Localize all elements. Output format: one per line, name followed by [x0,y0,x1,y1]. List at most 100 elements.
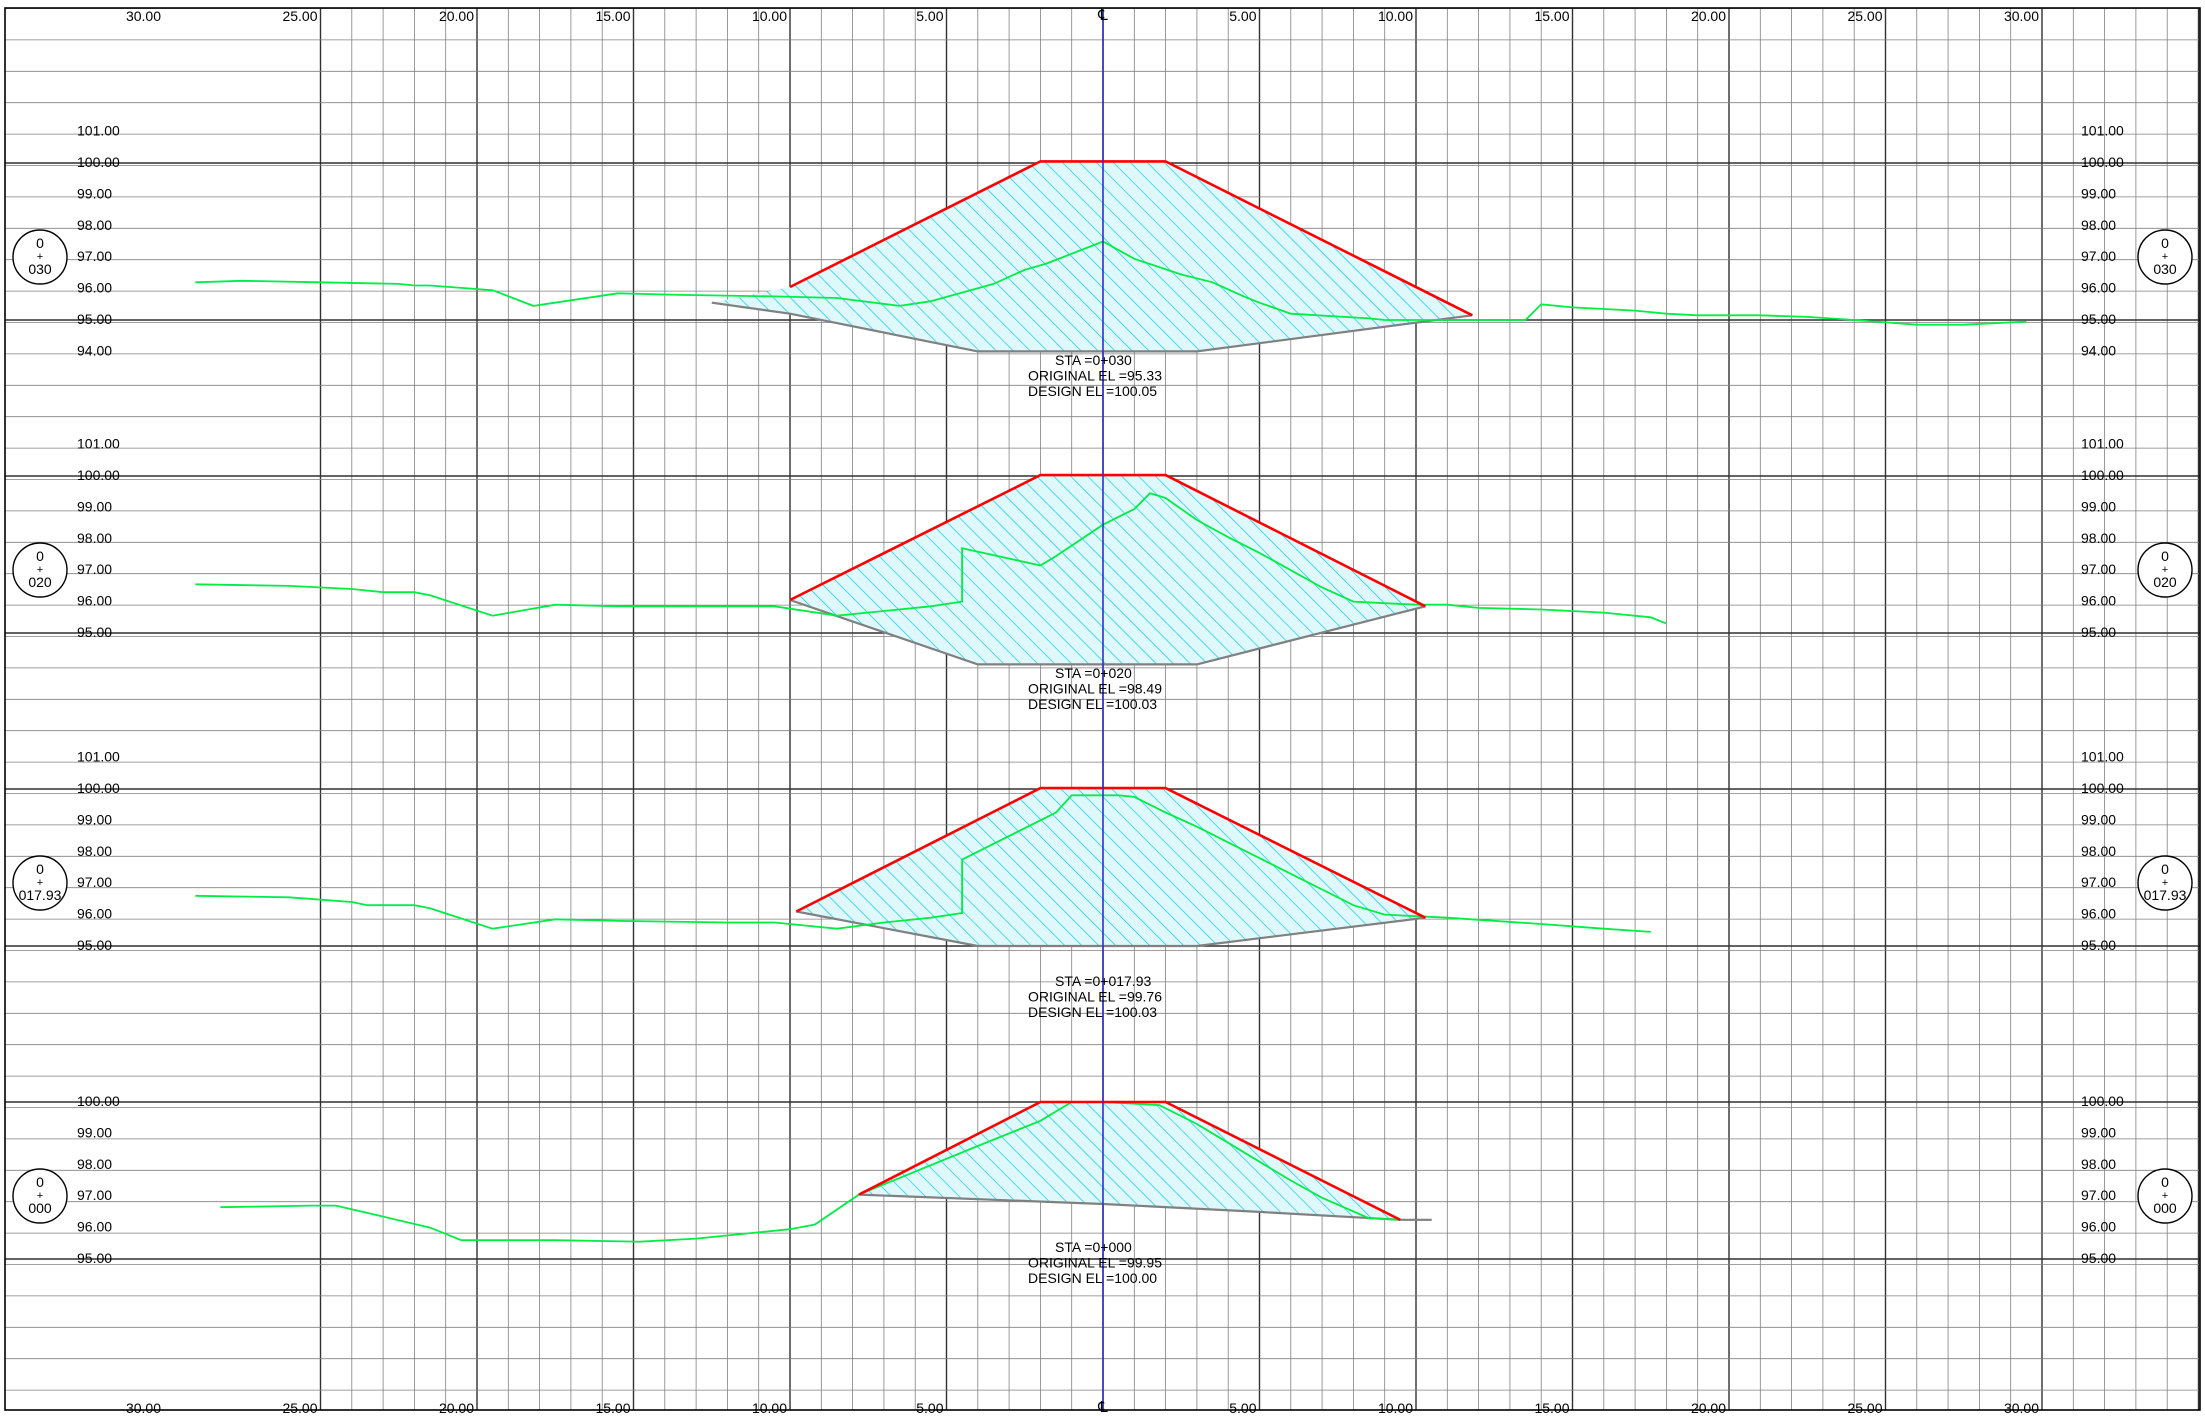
elevation-label-right: 97.00 [2081,248,2116,264]
station-bubble: 0+030 [2137,229,2193,285]
bottom-offset-label: 15.00 [595,1400,630,1416]
top-offset-label: 20.00 [439,8,474,24]
subgrade-line [789,598,1426,666]
fill-area-hatch [711,161,1473,352]
top-offset-label: 15.00 [595,8,630,24]
elevation-label-right: 100.00 [2081,154,2124,170]
bottom-offset-label: 25.00 [1847,1400,1882,1416]
elevation-label-left: 100.00 [77,780,120,796]
elevation-label-right: 97.00 [2081,874,2116,890]
original-elevation-text: ORIGINAL EL =98.49 [1028,681,1162,697]
elevation-label-left: 98.00 [77,843,112,859]
original-ground-line [195,240,2027,326]
bottom-offset-label: 10.00 [752,1400,787,1416]
elevation-label-right: 97.00 [2081,561,2116,577]
elevation-label-left: 100.00 [77,467,120,483]
station-number-top: 0 [36,235,44,251]
station-number-bottom: 000 [28,1200,52,1216]
station-number-bottom: 020 [28,574,52,590]
section: 101.00 101.00 100.00 100.00 99.00 99.00 98.00 9… [12,123,2193,399]
station-number-bottom: 030 [2153,261,2177,277]
original-elevation-text: ORIGINAL EL =99.95 [1028,1255,1162,1271]
station-circle [12,1168,68,1224]
elevation-label-left: 99.00 [77,185,112,201]
station-bubble: 0+000 [2137,1168,2193,1224]
centerline-symbol-bottom: ℄ [1097,1399,1108,1416]
station-bubble: 0+017.93 [12,855,68,911]
elevation-label-right: 95.00 [2081,624,2116,640]
elevation-label-left: 98.00 [77,530,112,546]
station-number-bottom: 020 [2153,574,2177,590]
elevation-label-right: 99.00 [2081,498,2116,514]
station-plus: + [2162,564,2168,576]
section: 101.00 101.00 100.00 100.00 99.00 99.00 98.00 9… [12,436,2193,712]
elevation-label-left: 98.00 [77,1156,112,1172]
bottom-offset-label: 15.00 [1534,1400,1569,1416]
elevation-label-left: 95.00 [77,311,112,327]
top-offset-label: 15.00 [1534,8,1569,24]
station-text: STA =0+000 [1055,1239,1132,1255]
elevation-label-right: 98.00 [2081,217,2116,233]
elevation-label-right: 101.00 [2081,436,2124,452]
station-plus: + [37,1190,43,1202]
station-plus: + [2162,1190,2168,1202]
section: 100.00 100.00 99.00 99.00 98.00 98.00 97.00 97.… [12,1093,2193,1286]
elevation-label-left: 99.00 [77,1124,112,1140]
station-number-top: 0 [2161,548,2169,564]
station-circle [2137,229,2193,285]
sections: 101.00 101.00 100.00 100.00 99.00 99.00 98.00 9… [12,123,2193,1286]
elevation-label-left: 96.00 [77,593,112,609]
elevation-label-left: 100.00 [77,154,120,170]
top-offset-label: 25.00 [1847,8,1882,24]
station-circle [12,855,68,911]
elevation-label-left: 101.00 [77,436,120,452]
elevation-label-right: 97.00 [2081,1187,2116,1203]
design-elevation-text: DESIGN EL =100.05 [1028,383,1157,399]
fill-area-hatch [790,475,1426,665]
station-circle [2137,542,2193,598]
elevation-label-left: 96.00 [77,1219,112,1235]
fill-hatch-layer [711,161,1473,1220]
elevation-label-left: 99.00 [77,811,112,827]
station-number-bottom: 017.93 [2144,887,2187,903]
elevation-label-left: 94.00 [77,342,112,358]
top-offset-label: 30.00 [126,8,161,24]
elevation-label-right: 98.00 [2081,1156,2116,1172]
elevation-label-right: 96.00 [2081,906,2116,922]
top-offset-label: 25.00 [282,8,317,24]
elevation-label-right: 96.00 [2081,593,2116,609]
elevation-label-left: 95.00 [77,624,112,640]
top-offset-label: 10.00 [1378,8,1413,24]
elevation-label-right: 101.00 [2081,123,2124,139]
elevation-label-left: 97.00 [77,874,112,890]
elevation-label-right: 99.00 [2081,185,2116,201]
section: 101.00 101.00 100.00 100.00 99.00 99.00 98.00 9… [12,749,2193,1020]
station-bubble: 0+030 [12,229,68,285]
design-elevation-text: DESIGN EL =100.03 [1028,1004,1157,1020]
station-number-top: 0 [36,548,44,564]
elevation-label-left: 96.00 [77,906,112,922]
station-number-bottom: 030 [28,261,52,277]
elevation-label-right: 99.00 [2081,1124,2116,1140]
station-circle [12,542,68,598]
centerline-symbol-top: ℄ [1097,7,1108,24]
elevation-label-left: 95.00 [77,1250,112,1266]
station-text: STA =0+020 [1055,665,1132,681]
bottom-offset-label: 20.00 [439,1400,474,1416]
top-offset-label: 10.00 [752,8,787,24]
elevation-label-right: 100.00 [2081,780,2124,796]
station-circle [12,229,68,285]
original-elevation-text: ORIGINAL EL =95.33 [1028,368,1162,384]
station-text: STA =0+030 [1055,352,1132,368]
elevation-label-right: 100.00 [2081,1093,2124,1109]
top-offset-label: 30.00 [2004,8,2039,24]
elevation-label-left: 97.00 [77,1187,112,1203]
station-bubble: 0+020 [12,542,68,598]
elevation-label-right: 98.00 [2081,530,2116,546]
station-plus: + [2162,877,2168,889]
elevation-label-left: 100.00 [77,1093,120,1109]
station-circle [2137,1168,2193,1224]
station-plus: + [2162,251,2168,263]
bottom-offset-label: 5.00 [1229,1400,1256,1416]
bottom-offset-label: 10.00 [1378,1400,1413,1416]
